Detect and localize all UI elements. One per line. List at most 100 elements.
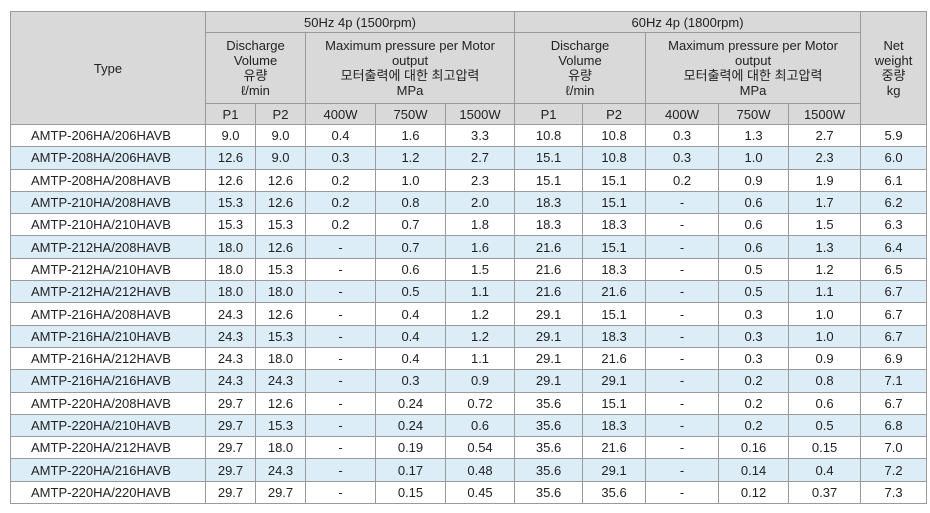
value-cell: 1.1 <box>444 280 516 304</box>
value-cell: 1.2 <box>788 257 862 282</box>
value-cell: - <box>305 413 376 438</box>
value-cell: 18.3 <box>582 413 647 438</box>
value-cell: 0.9 <box>788 346 862 371</box>
value-cell: - <box>645 280 720 304</box>
data-row: AMTP-206HA/206HAVB 9.0 9.0 0.4 1.6 3.3 10.8 10.… <box>10 123 928 148</box>
value-cell: - <box>305 458 376 482</box>
value-cell: 0.3 <box>718 324 790 348</box>
power-column-header: 750W <box>718 103 790 125</box>
value-cell: 29.7 <box>205 413 256 438</box>
value-cell: 6.7 <box>860 280 928 304</box>
value-cell: 29.7 <box>205 391 256 415</box>
data-row: AMTP-220HA/216HAVB 29.7 24.3-0.17 0.48 35.6 2… <box>10 458 928 482</box>
header-line: weight <box>874 53 913 68</box>
type-cell: AMTP-210HA/208HAVB <box>10 190 206 215</box>
value-cell: 24.3 <box>255 369 306 393</box>
type-cell: AMTP-212HA/212HAVB <box>10 280 206 304</box>
value-cell: 0.14 <box>718 458 790 482</box>
value-cell: 12.6 <box>255 190 306 215</box>
value-cell: 0.6 <box>718 190 790 215</box>
value-cell: 1.2 <box>375 146 446 170</box>
value-cell: 0.48 <box>444 458 516 482</box>
value-cell: 1.0 <box>788 324 862 348</box>
value-cell: 6.1 <box>860 168 928 192</box>
value-cell: 1.2 <box>444 302 516 326</box>
header-line: Discharge <box>550 38 610 53</box>
header-row: P1 P2 400W 750W 1500W P1 P2 400W 750W 1500W <box>11 103 927 125</box>
value-cell: 9.0 <box>255 146 306 170</box>
header-line: kg <box>886 83 901 98</box>
value-cell: 1.0 <box>718 146 790 170</box>
type-cell: AMTP-208HA/206HAVB <box>10 146 206 170</box>
value-cell: 0.6 <box>375 257 446 282</box>
value-cell: 10.8 <box>582 123 647 148</box>
data-row: AMTP-212HA/210HAVB 18.0 15.3-0.6 1.5 21.6 18.… <box>10 257 928 282</box>
header-line: Maximum pressure per Motor <box>668 38 838 53</box>
value-cell: 6.4 <box>860 235 928 259</box>
value-cell: - <box>645 190 720 215</box>
value-cell: 6.7 <box>860 391 928 415</box>
value-cell: - <box>645 413 720 438</box>
value-cell: 1.9 <box>788 168 862 192</box>
value-cell: 7.2 <box>860 458 928 482</box>
data-row: AMTP-210HA/208HAVB 15.3 12.6 0.2 0.8 2.0 18.3 1… <box>10 190 928 215</box>
value-cell: 21.6 <box>514 280 584 304</box>
value-cell: 12.6 <box>205 168 256 192</box>
value-cell: 0.2 <box>645 168 720 192</box>
value-cell: - <box>645 480 720 505</box>
value-cell: 6.7 <box>860 302 928 326</box>
value-cell: 18.0 <box>255 436 306 460</box>
value-cell: 0.4 <box>375 302 446 326</box>
header-line: MPa <box>396 83 424 98</box>
value-cell: 0.16 <box>718 436 790 460</box>
value-cell: 9.0 <box>255 123 306 148</box>
value-cell: 6.2 <box>860 190 928 215</box>
value-cell: 29.7 <box>205 480 256 505</box>
value-cell: 0.24 <box>375 413 446 438</box>
value-cell: 21.6 <box>514 257 584 282</box>
value-cell: 29.1 <box>514 324 584 348</box>
value-cell: 12.6 <box>255 168 306 192</box>
value-cell: 0.6 <box>718 235 790 259</box>
net-weight-header: Net weight 중량 kg <box>860 11 928 125</box>
value-cell: 0.3 <box>645 146 720 170</box>
power-column-header: 1500W <box>444 103 516 125</box>
value-cell: 7.0 <box>860 436 928 460</box>
value-cell: 29.1 <box>582 458 647 482</box>
value-cell: 0.6 <box>718 213 790 237</box>
value-cell: 35.6 <box>514 480 584 505</box>
value-cell: 0.2 <box>718 391 790 415</box>
type-cell: AMTP-216HA/212HAVB <box>10 346 206 371</box>
type-cell: AMTP-220HA/216HAVB <box>10 458 206 482</box>
value-cell: 0.8 <box>375 190 446 215</box>
data-row: AMTP-210HA/210HAVB 15.3 15.3 0.2 0.7 1.8 18.3 1… <box>10 213 928 237</box>
value-cell: 1.0 <box>788 302 862 326</box>
power-column-header: 750W <box>375 103 446 125</box>
value-cell: 0.5 <box>375 280 446 304</box>
data-row: AMTP-220HA/220HAVB 29.7 29.7-0.15 0.45 35.6 3… <box>10 480 928 505</box>
value-cell: 0.6 <box>788 391 862 415</box>
value-cell: 15.1 <box>582 235 647 259</box>
value-cell: - <box>645 324 720 348</box>
group-header: 60Hz 4p (1800rpm) <box>514 11 862 33</box>
value-cell: 15.1 <box>514 168 584 192</box>
header-line: Volume <box>233 53 278 68</box>
pressure-header: Maximum pressure per Motor output 모터출력에 대한… <box>304 32 516 104</box>
value-cell: 6.5 <box>860 257 928 282</box>
value-cell: 35.6 <box>514 436 584 460</box>
data-row: AMTP-220HA/210HAVB 29.7 15.3-0.24 0.6 35.6 18… <box>10 413 928 438</box>
value-cell: 18.3 <box>582 324 647 348</box>
value-cell: - <box>645 302 720 326</box>
value-cell: - <box>645 213 720 237</box>
value-cell: 0.37 <box>788 480 862 505</box>
value-cell: - <box>645 369 720 393</box>
value-cell: 18.3 <box>582 213 647 237</box>
data-row: AMTP-216HA/216HAVB 24.3 24.3-0.3 0.9 29.1 29.… <box>10 369 928 393</box>
value-cell: 29.1 <box>514 369 584 393</box>
type-cell: AMTP-206HA/206HAVB <box>10 123 206 148</box>
value-cell: 29.7 <box>205 436 256 460</box>
value-cell: 15.1 <box>582 391 647 415</box>
value-cell: 0.15 <box>375 480 446 505</box>
value-cell: 0.12 <box>718 480 790 505</box>
value-cell: 24.3 <box>205 369 256 393</box>
